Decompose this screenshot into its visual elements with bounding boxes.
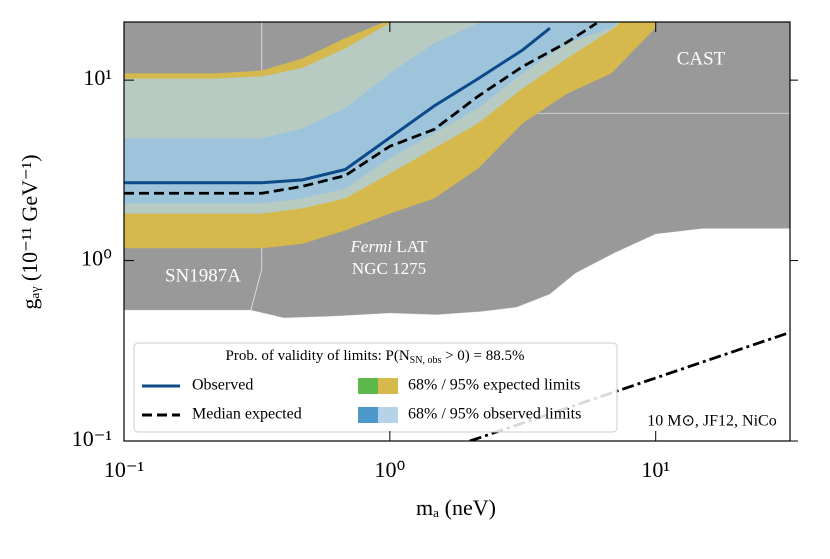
limit-band bbox=[124, 22, 622, 214]
annotations: SN1987A Fermi LAT NGC 1275 CAST 10 M⊙, J… bbox=[165, 48, 777, 429]
y-tick-label: 10¹ bbox=[83, 65, 112, 90]
annotation: 10 M⊙, JF12, NiCo bbox=[647, 413, 776, 430]
legend-title: Prob. of validity of limits: P(NSN, obs … bbox=[225, 348, 524, 366]
x-tick-label: 10⁰ bbox=[374, 457, 405, 482]
legend-label: Median expected bbox=[192, 406, 302, 423]
legend-swatch bbox=[378, 378, 398, 394]
legend-swatch bbox=[358, 407, 378, 423]
annotation: LAT bbox=[392, 237, 428, 256]
annotation: CAST bbox=[677, 48, 726, 69]
limit-line bbox=[124, 27, 551, 185]
x-tick-label: 10¹ bbox=[641, 457, 670, 482]
legend: Prob. of validity of limits: P(NSN, obs … bbox=[133, 342, 618, 433]
annotation: NGC 1275 bbox=[352, 259, 426, 278]
y-axis-label: gₐᵧ (10⁻¹¹ GeV⁻¹) bbox=[17, 154, 42, 309]
x-axis-label: mₐ (neV) bbox=[416, 495, 496, 520]
legend-label: Observed bbox=[192, 377, 253, 394]
plot-area bbox=[124, 22, 790, 441]
y-tick-label: 10⁰ bbox=[81, 246, 112, 271]
legend-title: SN, obs bbox=[410, 355, 442, 366]
plot-frame bbox=[123, 21, 791, 442]
annotation: SN1987A bbox=[165, 265, 241, 286]
limit-line bbox=[124, 22, 598, 195]
legend-swatch bbox=[358, 378, 378, 394]
legend-title: > 0) = 88.5% bbox=[441, 348, 524, 364]
legend-swatch bbox=[378, 407, 398, 423]
legend-label: 68% / 95% expected limits bbox=[408, 377, 580, 394]
x-tick-label: 10⁻¹ bbox=[104, 457, 144, 482]
annotation: Fermi LAT bbox=[350, 237, 429, 256]
legend-title: Prob. of validity of limits: P(N bbox=[225, 348, 409, 364]
annotation: Fermi bbox=[350, 237, 393, 256]
y-tick-label: 10⁻¹ bbox=[72, 426, 112, 451]
legend-label: 68% / 95% observed limits bbox=[408, 406, 581, 423]
